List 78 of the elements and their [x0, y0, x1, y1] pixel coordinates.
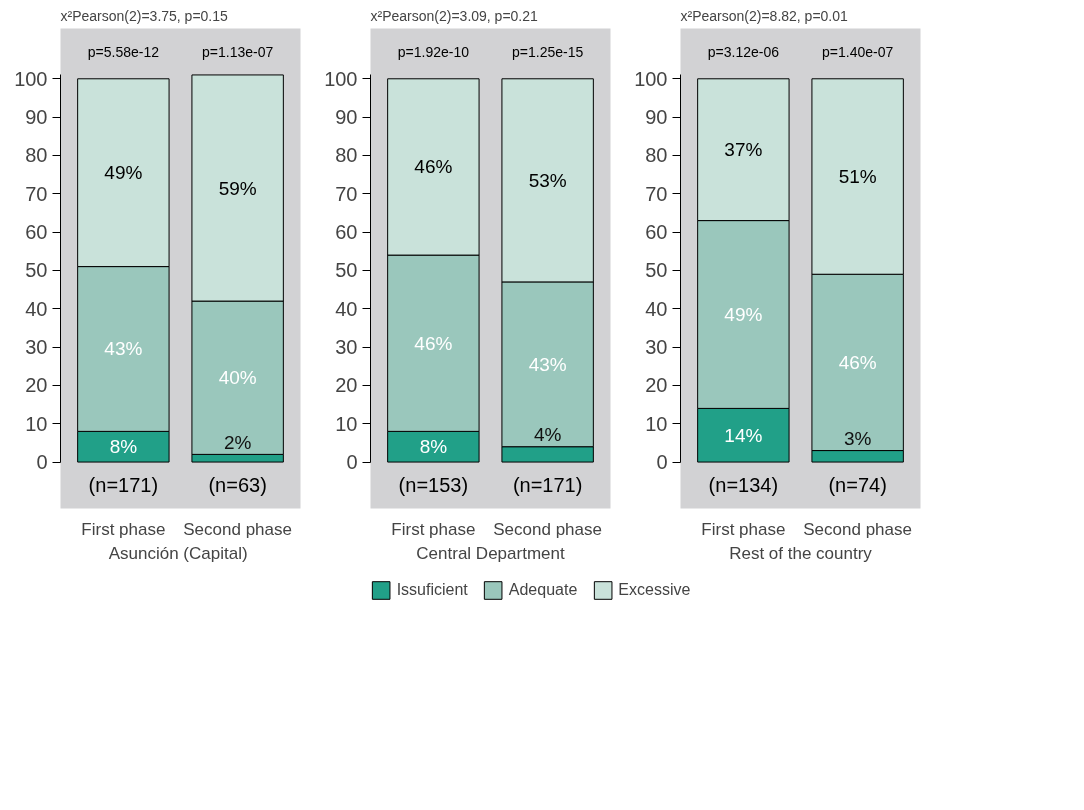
y-tick-label: 0: [36, 451, 48, 474]
y-tick-label: 70: [645, 182, 668, 205]
data-label: 14%: [724, 424, 763, 446]
data-label: 46%: [838, 351, 877, 373]
data-label: 59%: [218, 177, 257, 199]
data-label: 4%: [533, 424, 562, 446]
y-tick-label: 20: [645, 374, 668, 397]
legend-label: Adequate: [508, 581, 578, 599]
y-tick-label: 10: [25, 412, 48, 435]
x-tick-label: Second phase: [183, 519, 292, 539]
data-label: 49%: [724, 303, 763, 325]
data-label: 46%: [414, 332, 453, 354]
y-tick-label: 0: [656, 451, 668, 474]
legend-label: Excessive: [618, 581, 691, 599]
x-axis-title: Central Department: [416, 543, 565, 563]
data-label: 43%: [104, 338, 143, 360]
chart-title: x²Pearson(2)=3.75, p=0.15: [60, 7, 229, 24]
y-tick-label: 70: [335, 182, 358, 205]
y-tick-label: 40: [335, 297, 358, 320]
x-axis-title: Asunción (Capital): [108, 543, 248, 563]
y-tick-label: 50: [645, 259, 668, 282]
y-tick-label: 90: [335, 106, 358, 129]
text: p=1.13e-07: [202, 43, 274, 60]
y-tick-label: 10: [645, 412, 668, 435]
text: (n=63): [208, 474, 267, 497]
data-label: 53%: [528, 169, 567, 191]
y-tick-label: 100: [634, 67, 668, 90]
y-tick-label: 30: [25, 336, 48, 359]
y-tick-label: 50: [25, 259, 48, 282]
data-label: 37%: [724, 139, 763, 161]
y-tick-label: 90: [25, 106, 48, 129]
data-label: 51%: [838, 166, 877, 188]
y-tick-label: 40: [645, 297, 668, 320]
data-label: 3%: [843, 428, 872, 450]
y-tick-label: 70: [25, 182, 48, 205]
data-label: 43%: [528, 353, 567, 375]
text: p=5.58e-12: [87, 43, 160, 60]
chart-title: x²Pearson(2)=8.82, p=0.01: [680, 7, 849, 24]
y-tick-label: 100: [14, 67, 48, 90]
data-label: 40%: [218, 367, 257, 389]
text: p=1.40e-07: [822, 43, 894, 60]
data-label: 8%: [419, 436, 448, 458]
y-tick-label: 30: [335, 336, 358, 359]
text: (n=153): [398, 474, 469, 497]
y-tick-label: 80: [645, 144, 668, 167]
y-tick-label: 20: [335, 374, 358, 397]
y-tick-label: 10: [335, 412, 358, 435]
x-axis-title: Rest of the country: [729, 543, 873, 563]
y-tick-label: 80: [25, 144, 48, 167]
data-label: 2%: [223, 431, 252, 453]
y-tick-label: 20: [25, 374, 48, 397]
text: p=3.12e-06: [707, 43, 780, 60]
y-tick-label: 50: [335, 259, 358, 282]
text: (n=74): [828, 474, 887, 497]
x-tick-label: Second phase: [493, 519, 602, 539]
x-tick-label: First phase: [81, 519, 166, 539]
x-tick-label: First phase: [391, 519, 476, 539]
y-tick-label: 80: [335, 144, 358, 167]
x-tick-label: First phase: [701, 519, 786, 539]
y-tick-label: 40: [25, 297, 48, 320]
data-label: 8%: [109, 436, 138, 458]
y-tick-label: 0: [346, 451, 358, 474]
text: (n=134): [708, 474, 779, 497]
text: p=1.92e-10: [397, 43, 470, 60]
data-label: 46%: [414, 156, 453, 178]
y-tick-label: 60: [25, 221, 48, 244]
y-tick-label: 90: [645, 106, 668, 129]
text: p=1.25e-15: [512, 43, 584, 60]
y-tick-label: 30: [645, 336, 668, 359]
legend-label: Issuficient: [396, 581, 468, 599]
text: (n=171): [512, 474, 583, 497]
y-tick-label: 60: [335, 221, 358, 244]
data-label: 49%: [104, 162, 143, 184]
text: (n=171): [88, 474, 159, 497]
y-tick-label: 60: [645, 221, 668, 244]
chart-title: x²Pearson(2)=3.09, p=0.21: [370, 7, 539, 24]
y-tick-label: 100: [324, 67, 358, 90]
x-tick-label: Second phase: [803, 519, 912, 539]
